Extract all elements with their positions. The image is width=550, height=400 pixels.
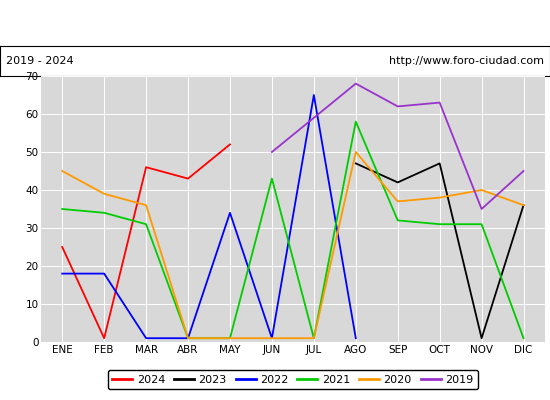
Text: http://www.foro-ciudad.com: http://www.foro-ciudad.com	[389, 56, 544, 66]
Text: 2019 - 2024: 2019 - 2024	[6, 56, 73, 66]
Text: Evolucion Nº Turistas Extranjeros en el municipio de Sotresgudo: Evolucion Nº Turistas Extranjeros en el …	[33, 16, 517, 30]
Legend: 2024, 2023, 2022, 2021, 2020, 2019: 2024, 2023, 2022, 2021, 2020, 2019	[108, 370, 478, 389]
